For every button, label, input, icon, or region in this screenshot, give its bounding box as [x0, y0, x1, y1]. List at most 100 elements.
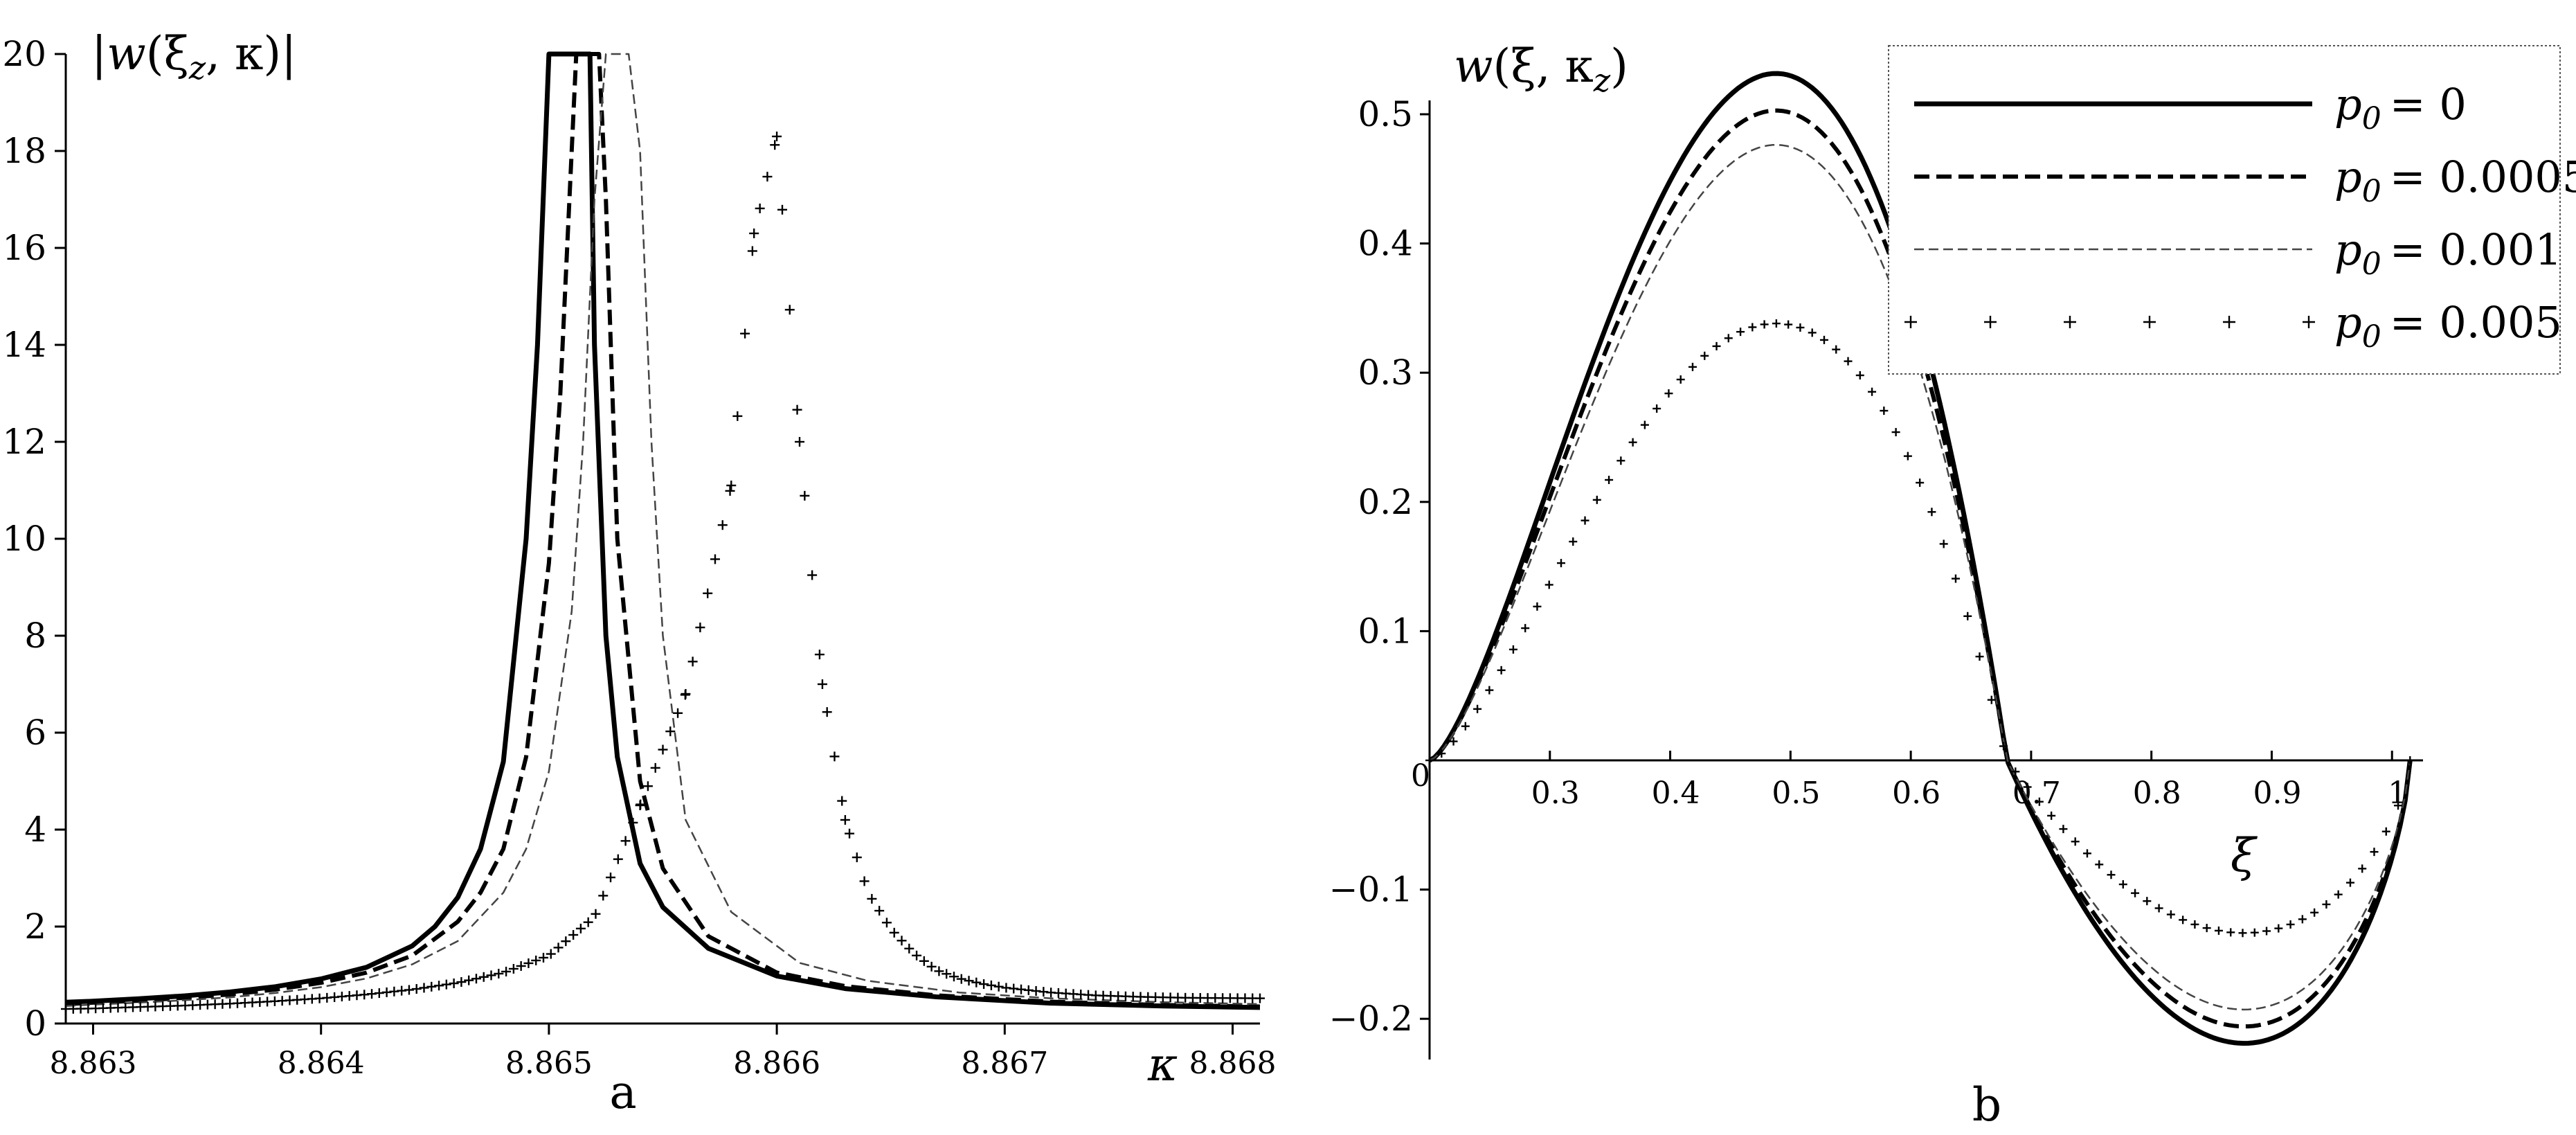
data-point — [553, 942, 564, 953]
data-point — [1975, 652, 1984, 661]
y-tick-label: 0 — [24, 1003, 46, 1044]
panel-b-x-ticks: 0.3 0.4 0.5 0.6 0.7 0.8 0.9 1 — [1531, 751, 2407, 811]
data-point — [695, 623, 705, 633]
y-tick-label: 16 — [2, 228, 46, 268]
data-point — [1616, 456, 1625, 465]
data-point — [822, 707, 832, 717]
data-point — [1772, 319, 1781, 328]
data-point — [840, 815, 850, 825]
data-point — [897, 936, 907, 946]
data-point — [1688, 362, 1697, 371]
data-point — [1497, 665, 1506, 674]
data-point — [749, 229, 759, 238]
data-point — [1999, 742, 2008, 751]
data-point — [687, 656, 698, 667]
y-tick-label: 18 — [2, 131, 46, 171]
legend-label: p0 = 0.0005 — [2334, 152, 2576, 209]
panel-a-label: a — [609, 1066, 636, 1119]
data-point — [747, 246, 757, 256]
panel-a-x-axis-label: κ — [1147, 1038, 1178, 1091]
legend-marker — [2303, 316, 2315, 328]
data-point — [1700, 351, 1709, 360]
data-point — [1508, 645, 1517, 654]
data-point — [814, 650, 825, 660]
data-point — [852, 852, 862, 863]
data-point — [1951, 574, 1960, 583]
data-point — [1521, 624, 1530, 633]
x-tick-label: 0.9 — [2253, 776, 2301, 811]
legend-entry: p0 = 0.001 — [1914, 224, 2562, 282]
data-point — [800, 490, 810, 501]
data-point — [948, 972, 959, 982]
data-point — [912, 950, 922, 960]
data-point — [1425, 756, 1434, 765]
data-point — [681, 689, 691, 699]
data-point — [956, 974, 966, 984]
x-tick-label: 8.866 — [733, 1046, 820, 1081]
data-point — [2166, 910, 2175, 919]
data-point — [441, 979, 451, 990]
y-tick-label: −0.1 — [1329, 870, 1413, 910]
data-point — [2310, 908, 2319, 917]
panel-b-y-ticks: −0.2 −0.1 0.1 0.2 0.3 0.4 0.5 — [1329, 94, 1430, 1039]
data-point — [419, 983, 429, 993]
data-point — [1569, 537, 1578, 546]
data-point — [1461, 722, 1470, 731]
data-point — [1903, 452, 1912, 461]
data-point — [1485, 686, 1494, 695]
data-point — [807, 570, 818, 580]
data-point — [874, 906, 885, 916]
data-point — [717, 520, 728, 530]
data-point — [986, 980, 996, 990]
data-point — [845, 828, 855, 839]
x-tick-label: 8.864 — [278, 1046, 365, 1081]
data-point — [792, 404, 802, 415]
data-point — [919, 956, 929, 966]
data-point — [762, 172, 773, 182]
data-point — [665, 726, 676, 737]
data-point — [426, 981, 437, 992]
data-point — [620, 836, 631, 846]
data-point — [710, 554, 720, 564]
y-tick-label: 14 — [2, 325, 46, 365]
data-point — [2082, 849, 2091, 858]
legend-marker — [2064, 316, 2076, 328]
data-point — [889, 927, 899, 938]
data-point — [434, 981, 444, 991]
legend-marker — [1984, 316, 1997, 328]
data-point — [508, 963, 519, 974]
data-point — [449, 978, 459, 989]
data-point — [1544, 580, 1553, 589]
data-point — [1796, 323, 1805, 332]
data-point — [2238, 929, 2247, 938]
data-point — [993, 981, 1004, 992]
data-point — [1784, 320, 1793, 329]
data-point — [673, 708, 683, 718]
legend-marker — [1904, 316, 1917, 328]
data-point — [881, 918, 892, 928]
data-point — [1652, 404, 1661, 413]
data-point — [795, 437, 805, 447]
legend-entry: p0 = 0 — [1914, 79, 2467, 136]
data-point — [964, 976, 974, 986]
data-point — [1605, 476, 1614, 485]
y-tick-label: 0.4 — [1358, 224, 1413, 264]
data-point — [2370, 848, 2379, 857]
y-tick-label: 10 — [2, 519, 46, 559]
data-point — [2071, 837, 2080, 846]
legend-label: p0 = 0 — [2334, 79, 2467, 136]
data-point — [1760, 320, 1769, 329]
y-tick-label: 4 — [24, 810, 46, 850]
data-point — [867, 893, 877, 904]
data-point — [1664, 389, 1673, 398]
data-point — [2023, 783, 2032, 792]
x-tick-label: 0.3 — [1531, 776, 1580, 811]
data-point — [2394, 801, 2403, 810]
data-point — [531, 955, 541, 965]
data-point — [2154, 904, 2163, 913]
data-point — [1556, 559, 1565, 568]
data-point — [464, 975, 474, 985]
data-point — [1891, 428, 1900, 437]
